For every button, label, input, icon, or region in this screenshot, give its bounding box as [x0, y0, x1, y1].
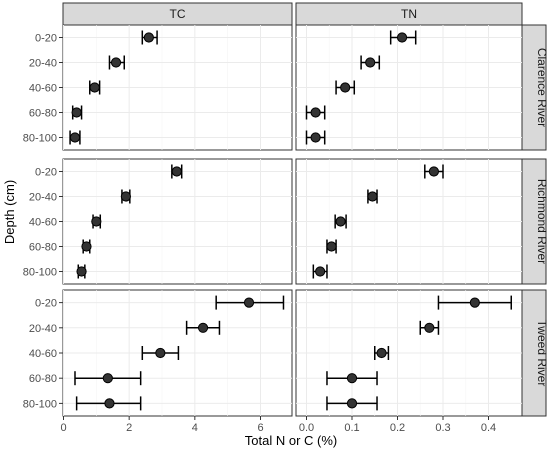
y-tick-label: 20-40 — [29, 58, 57, 70]
data-point-40-60 — [91, 216, 102, 227]
row-strip-bg — [521, 289, 547, 417]
data-point-60-80 — [102, 373, 113, 384]
data-point-20-40 — [197, 322, 209, 333]
data-point-0-20 — [171, 166, 182, 177]
column-strip-label: TC — [170, 7, 186, 21]
data-point-40-60 — [89, 82, 100, 93]
data-point-0-20 — [243, 297, 255, 308]
y-tick-label: 40-60 — [29, 348, 57, 360]
column-strip-tc: TC — [62, 2, 293, 26]
column-strip-label: TN — [401, 7, 417, 21]
y-tick-label: 60-80 — [29, 373, 57, 385]
row-strip-richmond-river: Richmond River — [521, 158, 549, 285]
x-tick-label: 0.3 — [435, 422, 450, 434]
data-point-80-100 — [104, 398, 115, 409]
x-axis-title: Total N or C (%) — [245, 433, 337, 448]
x-tick-label: 2 — [126, 422, 132, 434]
data-point-80-100 — [76, 266, 87, 277]
y-tick-label: 40-60 — [29, 83, 57, 95]
y-tick-label: 60-80 — [29, 242, 57, 254]
data-point-60-80 — [81, 241, 92, 252]
x-tick-label: 0.2 — [390, 422, 405, 434]
data-point-40-60 — [340, 82, 351, 93]
data-point-40-60 — [376, 347, 387, 359]
data-point-80-100 — [346, 398, 358, 409]
panel-tc-clarence-river: 0-20 20-40 40-60 60-80 80-100 — [23, 24, 293, 151]
y-tick-label: 0-20 — [35, 33, 57, 45]
data-point-20-40 — [110, 57, 122, 68]
row-strip-clarence-river: Clarence River — [521, 24, 549, 151]
data-point-0-20 — [396, 32, 408, 43]
x-tick-label: 6 — [257, 422, 263, 434]
row-strip-label: Clarence River — [535, 48, 549, 127]
data-point-0-20 — [143, 32, 154, 43]
y-tick-label: 80-100 — [23, 267, 57, 279]
data-point-20-40 — [367, 191, 378, 202]
data-point-20-40 — [120, 191, 131, 202]
y-axis-title: Depth (cm) — [2, 180, 17, 244]
data-point-60-80 — [326, 241, 337, 252]
y-tick-label: 80-100 — [23, 133, 57, 145]
data-point-40-60 — [155, 347, 166, 359]
y-tick-label: 0-20 — [35, 167, 57, 179]
data-point-20-40 — [424, 322, 435, 333]
panel-tn-tweed-river: 0.0 0.1 0.2 0.3 0.4 — [295, 289, 523, 434]
row-strip-bg — [521, 24, 547, 151]
data-point-80-100 — [310, 132, 321, 143]
data-point-0-20 — [428, 166, 439, 177]
y-tick-label: 20-40 — [29, 192, 57, 204]
data-point-60-80 — [346, 373, 358, 384]
column-strip-tn: TN — [295, 2, 523, 26]
x-tick-label: 0 — [60, 422, 66, 434]
panel-tn-richmond-river — [295, 158, 523, 285]
y-tick-label: 20-40 — [29, 323, 57, 335]
panel-tn-clarence-river — [295, 24, 523, 151]
row-strip-label: Tweed River — [535, 320, 549, 387]
x-tick-label: 0.1 — [344, 422, 359, 434]
row-strip-tweed-river: Tweed River — [521, 289, 549, 417]
data-point-80-100 — [69, 132, 81, 143]
panel-tc-richmond-river: 0-20 20-40 40-60 60-80 80-100 — [23, 158, 293, 285]
y-tick-label: 40-60 — [29, 217, 57, 229]
x-tick-label: 0.4 — [481, 422, 496, 434]
row-strip-label: Richmond River — [535, 179, 549, 264]
data-point-80-100 — [315, 266, 326, 277]
data-point-60-80 — [310, 107, 321, 118]
data-point-60-80 — [71, 107, 82, 118]
data-point-20-40 — [365, 57, 376, 68]
x-tick-label: 4 — [192, 422, 198, 434]
x-tick-label: 0.0 — [299, 422, 314, 434]
y-tick-label: 60-80 — [29, 108, 57, 120]
data-point-40-60 — [335, 216, 346, 227]
data-point-0-20 — [469, 297, 480, 308]
y-tick-label: 80-100 — [23, 398, 57, 410]
y-tick-label: 0-20 — [35, 298, 57, 310]
panels-layer: TC TN Clarence River Richmond River Tweed Ri… — [23, 2, 549, 434]
